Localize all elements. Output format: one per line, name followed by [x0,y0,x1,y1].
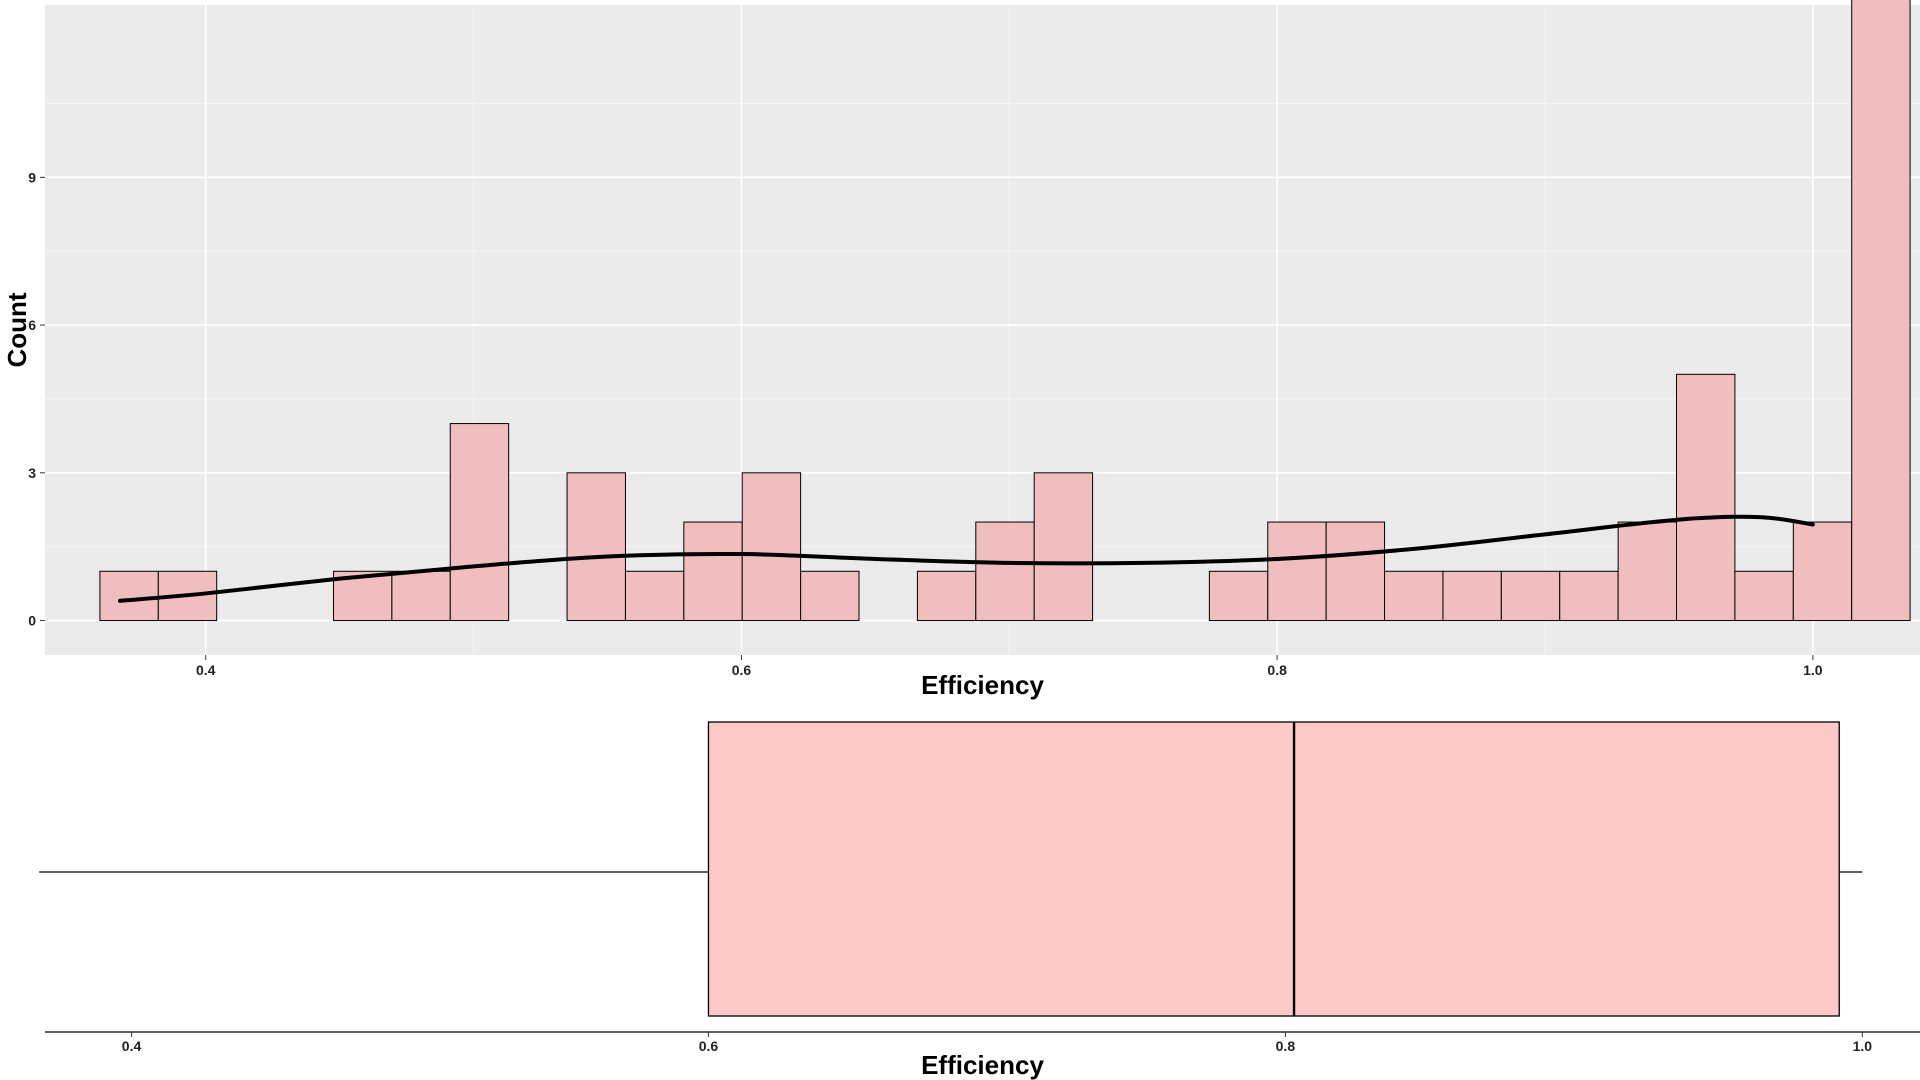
histogram-bar [1442,570,1502,622]
boxplot-box [707,721,1840,1017]
x-tick-label: 0.6 [699,1038,719,1054]
histogram-bar [1676,373,1736,622]
y-tick-label: 3 [28,465,36,481]
histogram-bar [1617,521,1678,622]
histogram-panel: 0.4 0.6 0.8 1.0 0 3 6 9 Efficiency Count [2,0,1920,700]
histogram-bar [1033,472,1094,622]
histogram-x-axis: 0.4 0.6 0.8 1.0 [196,655,1823,678]
histogram-bar [1325,521,1386,622]
histogram-bar [391,570,451,622]
histogram-bar [916,570,977,622]
histogram-bar [1500,570,1561,622]
x-tick-label: 0.6 [732,662,752,678]
boxplot-panel: 0.4 0.6 0.8 1.0 Efficiency [39,721,1920,1080]
boxplot-x-axis: 0.4 0.6 0.8 1.0 [122,1032,1872,1054]
x-tick-label: 1.0 [1853,1038,1873,1054]
histogram-bar [975,521,1035,622]
x-tick-label: 0.8 [1276,1038,1296,1054]
x-tick-label: 0.8 [1267,662,1287,678]
histogram-bar [741,472,802,622]
histogram-bar [624,570,685,622]
boxplot-x-axis-title: Efficiency [921,1050,1044,1080]
histogram-x-axis-title: Efficiency [921,670,1044,700]
histogram-bar [99,570,159,622]
y-tick-label: 9 [28,169,36,185]
histogram-bar [1267,521,1327,622]
x-tick-label: 1.0 [1803,662,1823,678]
histogram-bar [1559,570,1619,622]
histogram-bar [1208,570,1269,622]
y-tick-label: 0 [28,613,36,629]
histogram-bar [1734,570,1794,622]
histogram-bar [1851,0,1911,622]
histogram-bar [1384,570,1444,622]
histogram-bar [1792,521,1853,622]
x-tick-label: 0.4 [122,1038,142,1054]
histogram-bar [800,570,860,622]
x-tick-label: 0.4 [196,662,216,678]
histogram-bar [449,423,510,622]
histogram-bar [566,472,626,622]
smooth-trend-line [118,514,1815,603]
y-tick-label: 6 [28,317,36,333]
histogram-bar [683,521,743,622]
histogram-y-axis-title: Count [2,292,32,367]
histogram-y-axis: 0 3 6 9 [28,169,45,629]
